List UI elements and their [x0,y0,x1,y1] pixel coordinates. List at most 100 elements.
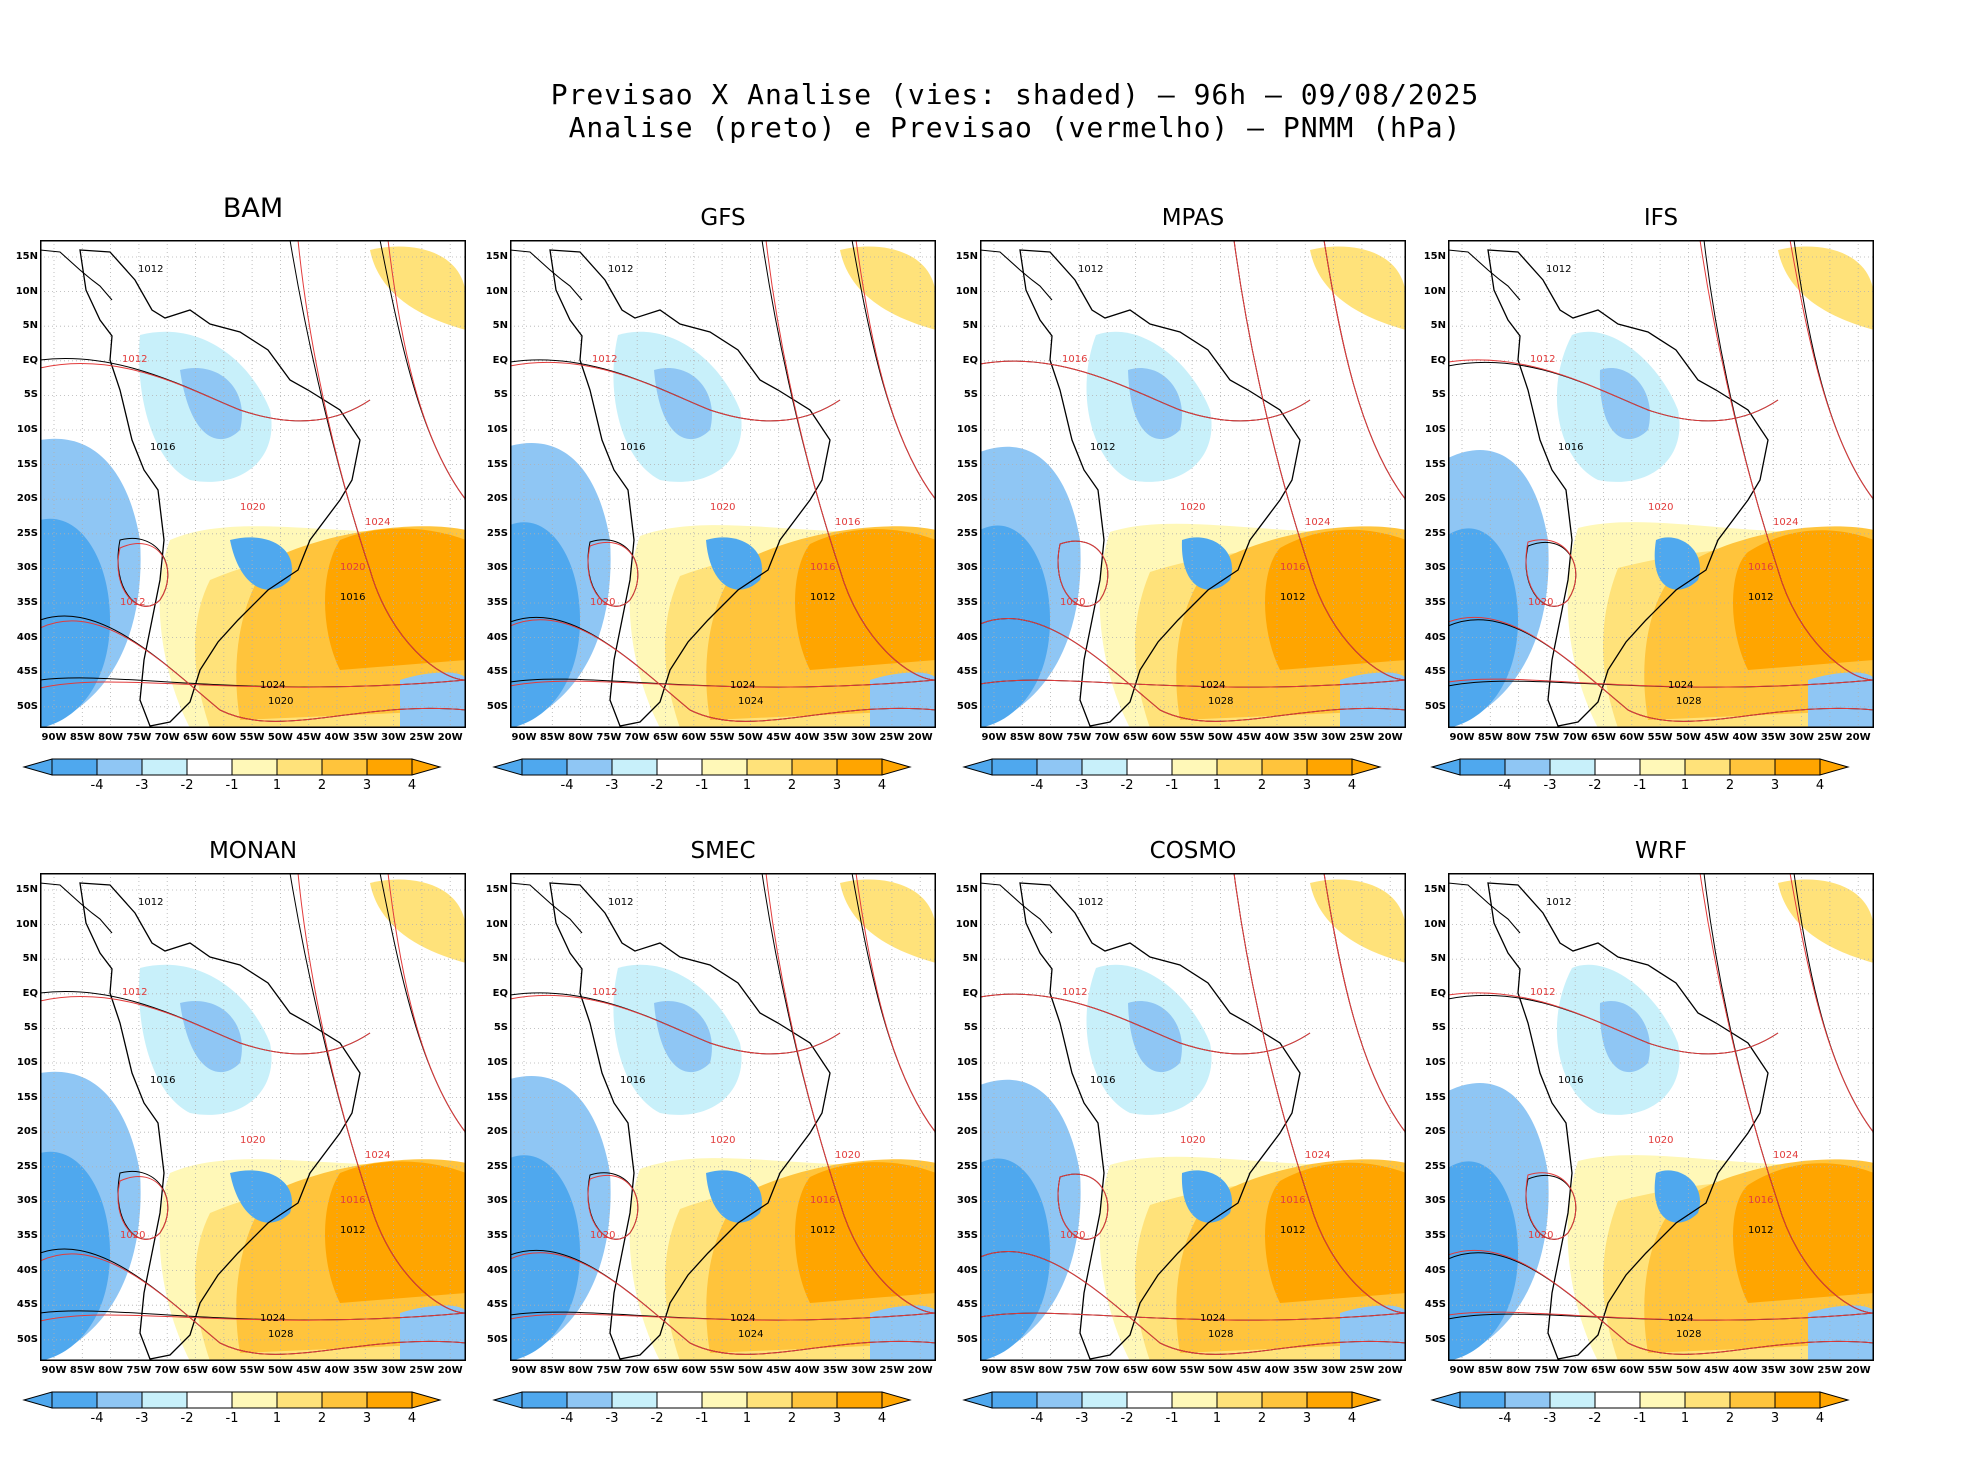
bias-shading [510,522,580,728]
lat-tick-label: 45S [956,666,978,678]
colorbar-label: 3 [362,1411,372,1426]
colorbar-segment [186,758,233,776]
isobar-label: 1012 [1748,592,1773,603]
lat-tick-label: 15N [485,251,508,262]
isobar-forecast [1525,1172,1577,1240]
lon-tick-label: 60W [1151,732,1177,743]
lat-tick-label: 45S [16,666,38,678]
bias-shading [1340,672,1406,728]
lon-tick-label: 70W [154,1365,180,1376]
colorbar-label: 4 [407,1411,417,1426]
colorbar-label: 1 [272,778,282,793]
colorbar-label: 4 [877,778,887,793]
lat-tick-label: 30S [956,1195,978,1207]
isobar-forecast [1525,539,1577,607]
lon-tick-label: 50W [737,732,763,743]
panel-title: IFS [1643,205,1679,231]
lon-tick-label: 80W [1038,732,1064,743]
colorbar-label: -3 [135,1411,149,1426]
lon-tick-label: 25W [1817,1365,1843,1376]
lon-tick-label: 85W [69,732,95,743]
colorbar-segment [366,1391,413,1409]
colorbar-label: 2 [787,1411,797,1426]
lat-tick-label: EQ [492,354,508,366]
bias-shading [1778,246,1874,330]
lat-tick-label: 20S [486,493,508,505]
isobar-label: 1024 [738,696,763,707]
lat-tick-label: EQ [1430,354,1446,366]
colorbar-arrow-low [1430,1391,1461,1409]
colorbar-arrow-low [492,1391,523,1409]
isobar-label: 1016 [1090,1075,1115,1086]
isobar-label: 1028 [268,1329,293,1340]
lat-tick-label: EQ [492,987,508,999]
isobar-label: 1024 [260,1313,285,1324]
lon-tick-label: 65W [1591,732,1616,743]
bias-shading [1340,1305,1406,1361]
lon-tick-label: 90W [41,732,67,743]
lon-tick-label: 45W [766,1365,792,1376]
lon-tick-label: 35W [1760,732,1786,743]
lat-tick-label: 35S [16,1230,38,1241]
lat-tick-label: 10N [1423,285,1446,297]
bias-shading [654,368,712,440]
colorbar-label: -1 [1165,1411,1179,1426]
lon-tick-label: 55W [709,1365,735,1376]
colorbar-label: -1 [225,1411,239,1426]
isobar-forecast [980,679,1406,688]
colorbar-arrow-high [1819,758,1850,776]
lon-tick-label: 50W [267,732,293,743]
colorbar-segment [96,758,143,776]
title-line-2: Analise (preto) e Previsao (vermelho) – … [568,111,1462,144]
lon-tick-label: 50W [1207,1365,1233,1376]
colorbar [492,1391,912,1409]
lat-tick-label: 5S [493,1022,508,1034]
coastline [1019,249,1301,727]
panel-bam: BAM 1012 1012 1016 1020 1024 1020 1016 1012 1020 1… [0,193,480,845]
colorbar-label: -2 [1120,1411,1134,1426]
lon-tick-label: 25W [409,732,435,743]
colorbar-segment [1216,758,1263,776]
coastline-central-america [40,882,113,934]
isobar-forecast [765,240,936,681]
colorbar-label: -4 [90,778,104,793]
bias-shading [1808,672,1874,728]
lat-tick-label: 5S [963,1022,978,1034]
lat-tick-label: 25S [16,527,38,539]
lon-tick-label: 55W [239,1365,265,1376]
colorbar-segment [51,1391,98,1409]
colorbar-label: 2 [1725,778,1735,793]
colorbar-arrow-high [411,1391,442,1409]
colorbar-arrow-low [962,758,993,776]
colorbar-segment [611,1391,658,1409]
lat-tick-label: 30S [1424,1195,1446,1207]
lat-tick-label: 25S [486,527,508,539]
isobar-forecast [117,1176,169,1240]
isobar-label: 1024 [1305,517,1330,528]
lon-tick-label: 30W [1321,1365,1347,1376]
colorbar-label: -1 [1633,778,1647,793]
isobar-label: 1020 [1060,597,1085,608]
colorbar-label: 1 [742,1411,752,1426]
lon-tick-label: 45W [766,732,792,743]
lon-tick-label: 20W [1377,732,1403,743]
lat-tick-label: 20S [486,1126,508,1138]
lat-tick-label: 30S [486,562,508,574]
lon-tick-label: 75W [1066,1365,1092,1376]
map-frame: 1012 1012 1016 1020 1024 1016 1012 1020 1024 1020 [510,873,936,1361]
lon-tick-label: 30W [851,1365,877,1376]
isobar-label: 1020 [1528,1230,1553,1241]
lon-tick-label: 70W [1094,1365,1120,1376]
colorbar-label: -1 [1633,1411,1647,1426]
colorbar-segment [1729,758,1776,776]
lon-tick-label: 80W [98,1365,124,1376]
lon-tick-label: 80W [1506,1365,1532,1376]
colorbar-segment [1549,758,1596,776]
lon-tick-label: 30W [1321,732,1347,743]
lat-tick-label: 10S [956,1057,978,1068]
colorbar-segment [1549,1391,1596,1409]
lon-tick-label: 65W [653,1365,678,1376]
isobar-label: 1012 [1078,264,1103,275]
isobar-forecast [1789,873,1874,1134]
colorbar-segment [1774,758,1821,776]
